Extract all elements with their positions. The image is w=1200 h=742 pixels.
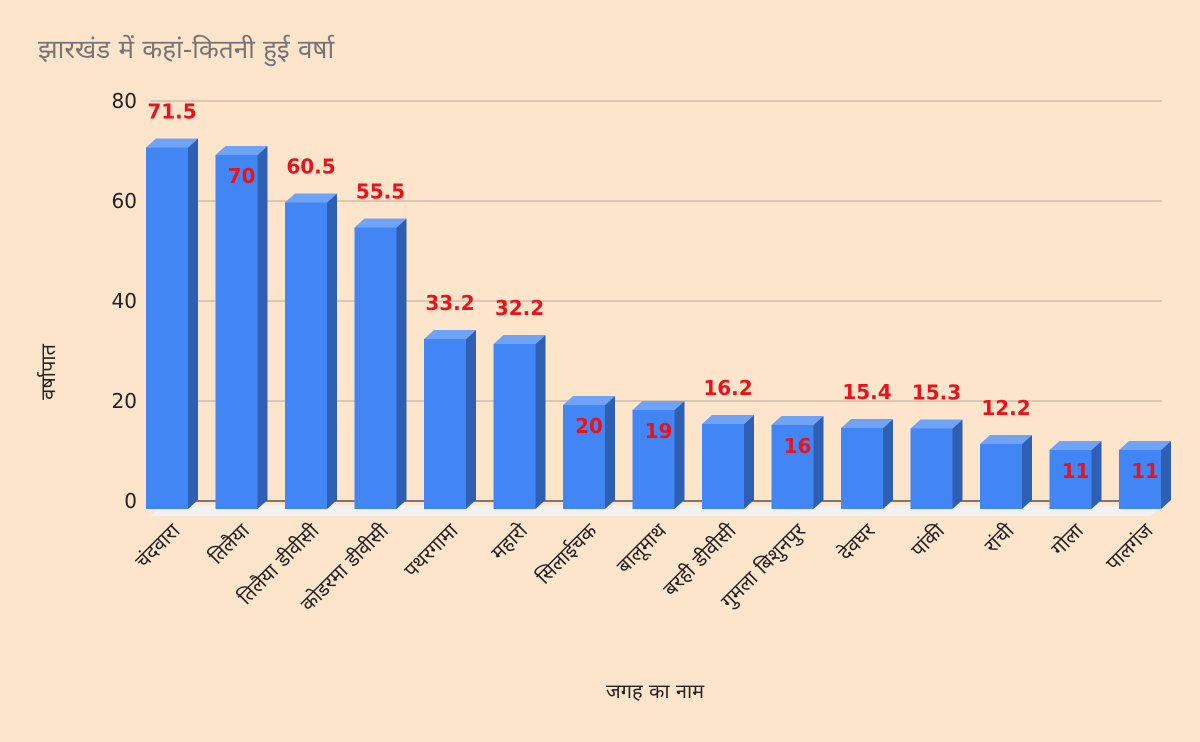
- bar-top: [354, 218, 407, 228]
- bar-front: [215, 155, 258, 509]
- bar-front: [771, 425, 814, 509]
- bar: [702, 415, 754, 509]
- data-label: 11: [1062, 459, 1090, 483]
- bar-top: [841, 419, 893, 428]
- bar-top: [910, 419, 963, 429]
- chart-title: झारखंड में कहां-कितनी हुई वर्षा: [38, 34, 335, 67]
- bar-side: [813, 416, 824, 509]
- data-label: 20: [575, 414, 603, 438]
- bar-front: [424, 339, 466, 509]
- y-tick-labels: 0 20 40 60 80: [112, 89, 137, 513]
- bar-side: [1022, 435, 1032, 509]
- bar-side: [744, 415, 754, 509]
- bar: [493, 335, 546, 509]
- bar-top: [771, 416, 824, 425]
- data-label: 60.5: [286, 155, 335, 179]
- bar: [841, 419, 893, 509]
- data-label: 16.2: [703, 376, 752, 400]
- bar: [910, 419, 963, 509]
- category-label: सिलाईचक: [531, 518, 602, 589]
- bar: [1119, 441, 1171, 509]
- y-tick-label: 40: [112, 289, 137, 313]
- bar-front: [1119, 450, 1161, 509]
- bar: [354, 218, 407, 509]
- bar-front: [563, 405, 605, 509]
- bar-front: [980, 444, 1022, 509]
- y-tick-label: 60: [112, 189, 137, 213]
- bar-front: [632, 410, 675, 509]
- bar-side: [188, 138, 198, 509]
- category-label: गोला: [1046, 518, 1088, 560]
- bar: [980, 435, 1032, 509]
- bar-side: [883, 419, 893, 509]
- bar-front: [354, 227, 397, 509]
- bar: [1049, 441, 1102, 509]
- category-label: पालगंज: [1101, 518, 1159, 576]
- bar-side: [327, 193, 337, 509]
- data-label: 55.5: [356, 180, 405, 204]
- data-label: 19: [645, 419, 673, 443]
- bar-top: [980, 435, 1032, 444]
- data-label: 15.4: [842, 380, 891, 404]
- data-label: 32.2: [495, 296, 544, 320]
- y-tick-label: 20: [112, 389, 137, 413]
- data-label: 70: [228, 164, 256, 188]
- bar-top: [1119, 441, 1171, 450]
- bar-side: [466, 330, 476, 509]
- bar-front: [841, 428, 883, 509]
- bar-top: [146, 138, 198, 148]
- data-label: 71.5: [147, 100, 196, 124]
- bar-front: [493, 344, 536, 509]
- category-labels: चंदवारा तिलैयातिलैया डीवीसीकोडरमा डीवीसी प…: [130, 518, 1158, 616]
- bar: [424, 330, 476, 509]
- bar-top: [424, 330, 476, 339]
- bar: [771, 416, 824, 509]
- bar-side: [1091, 441, 1102, 509]
- bar: [215, 146, 268, 509]
- bar-side: [1161, 441, 1171, 509]
- bar-top: [285, 193, 337, 203]
- data-label: 15.3: [912, 381, 961, 405]
- x-axis-title: जगह का नाम: [606, 679, 705, 703]
- y-tick-label: 0: [124, 489, 137, 513]
- data-label: 11: [1131, 459, 1159, 483]
- data-label: 16: [784, 434, 812, 458]
- category-label: तिलैया: [204, 518, 255, 569]
- bar-front: [285, 202, 327, 509]
- category-label: पांकी: [906, 518, 950, 562]
- bar-top: [563, 396, 615, 405]
- bar-side: [535, 335, 546, 509]
- category-label: चंदवारा: [130, 518, 185, 573]
- y-axis-title: वर्षापात: [36, 344, 60, 400]
- category-label: पथरगामा: [399, 518, 463, 582]
- bar-top: [632, 401, 685, 410]
- bar: [632, 401, 685, 509]
- bar: [146, 138, 198, 509]
- bar: [285, 193, 337, 509]
- bar-side: [952, 419, 963, 509]
- bar-top: [1049, 441, 1102, 450]
- bar-side: [605, 396, 615, 509]
- bar-side: [257, 146, 268, 509]
- bar: [563, 396, 615, 509]
- bar-top: [215, 146, 268, 155]
- bar-front: [1049, 450, 1092, 509]
- category-label: देवघर: [833, 518, 880, 565]
- category-label: बालूमाथ: [612, 518, 673, 579]
- bar-front: [910, 428, 953, 509]
- bar-front: [146, 147, 188, 509]
- bar-side: [396, 218, 407, 509]
- bar-front: [702, 424, 744, 509]
- bars: 71.5 70 60.5 55.5 33.2 32.2 20 19 16.2 16 15.4 15.3…: [146, 100, 1171, 509]
- bar-top: [702, 415, 754, 424]
- bar-side: [674, 401, 685, 509]
- y-tick-label: 80: [112, 89, 137, 113]
- bar-top: [493, 335, 546, 344]
- data-label: 12.2: [981, 396, 1030, 420]
- data-label: 33.2: [425, 291, 474, 315]
- category-label: रांची: [979, 518, 1019, 558]
- category-label: महारो: [486, 518, 533, 565]
